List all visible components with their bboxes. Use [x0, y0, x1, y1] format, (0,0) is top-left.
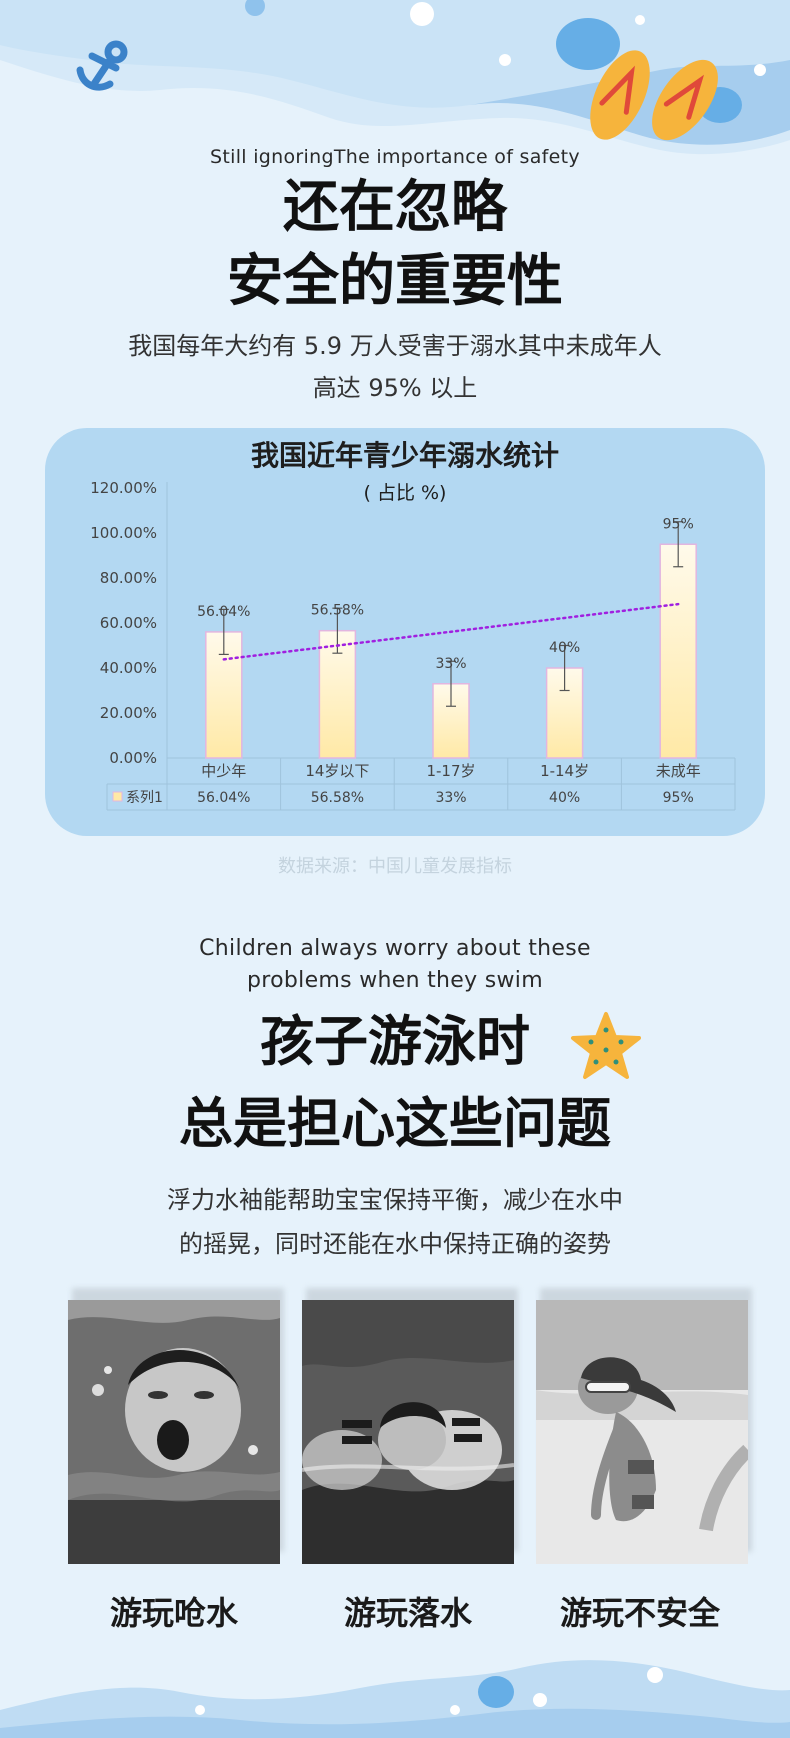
photo-card-unsafe [536, 1288, 752, 1564]
photo-label-choking: 游玩呛水 [109, 1594, 238, 1632]
data-source: 数据来源：中国儿童发展指标 [278, 856, 512, 877]
trendline [222, 602, 680, 661]
chart-title: 我国近年青少年溺水统计 [250, 439, 559, 472]
x-tick-label: 14岁以下 [305, 762, 369, 780]
section2-english-line2: problems when they swim [247, 968, 543, 993]
y-tick-label: 100.00% [90, 524, 157, 542]
bar-未成年 [659, 543, 697, 759]
section2-desc-line1: 浮力水袖能帮助宝宝保持平衡，减少在水中 [167, 1186, 623, 1214]
table-cell: 95% [663, 790, 694, 806]
falling-in-water-photo [302, 1300, 514, 1564]
photo-card-falling [302, 1288, 518, 1564]
starfish-icon [571, 1012, 641, 1079]
section2-title-line2: 总是担心这些问题 [179, 1092, 611, 1155]
data-label: 33% [435, 656, 466, 672]
choking-child-photo [68, 1300, 280, 1564]
photo-label-falling: 游玩落水 [343, 1594, 472, 1632]
y-tick-label: 60.00% [100, 614, 157, 632]
y-tick-label: 20.00% [100, 704, 157, 722]
chart-card: 我国近年青少年溺水统计 ( 占比 %) 0.00% 20.00% 40.00% 60.… [45, 428, 765, 836]
y-tick-label: 40.00% [100, 659, 157, 677]
data-label: 56.04% [197, 604, 250, 620]
english-subtitle: Still ignoringThe importance of safety [210, 146, 580, 168]
section2-english-line1: Children always worry about these [199, 936, 591, 961]
y-tick-label: 0.00% [109, 749, 157, 767]
y-tick-label: 80.00% [100, 569, 157, 587]
flip-flops-icon [590, 50, 718, 141]
legend-series-name: 系列1 [126, 790, 163, 806]
page-title-line2: 安全的重要性 [227, 249, 563, 314]
photo-card-choking [68, 1288, 284, 1564]
x-tick-label: 中少年 [201, 762, 246, 780]
drowning-bar-chart: 0.00% 20.00% 40.00% 60.00% 80.00% 100.00% 120.… [90, 479, 736, 811]
section2-desc-line2: 的摇晃，同时还能在水中保持正确的姿势 [179, 1230, 611, 1258]
x-tick-label: 1-14岁 [540, 762, 589, 780]
bottom-wave-decoration [0, 1660, 790, 1738]
y-tick-label: 120.00% [90, 479, 157, 497]
x-tick-label: 1-17岁 [426, 762, 475, 780]
section2-title-line1: 孩子游泳时 [260, 1010, 530, 1073]
x-tick-label: 未成年 [656, 762, 701, 780]
anchor-icon [76, 40, 128, 91]
legend-swatch [112, 791, 123, 802]
table-cell: 56.04% [197, 790, 250, 806]
unsafe-play-photo [536, 1300, 748, 1564]
page-title-line1: 还在忽略 [283, 175, 507, 240]
table-cell: 33% [435, 790, 466, 806]
table-cell: 56.58% [311, 790, 364, 806]
chart-subtitle: ( 占比 %) [363, 482, 447, 504]
data-label: 40% [549, 640, 580, 656]
table-cell: 40% [549, 790, 580, 806]
data-label: 56.58% [311, 603, 364, 619]
intro-text-line1: 我国每年大约有 5.9 万人受害于溺水其中未成年人 [128, 332, 662, 360]
photo-label-unsafe: 游玩不安全 [559, 1594, 720, 1632]
data-label: 95% [663, 516, 694, 532]
intro-text-line2: 高达 95% 以上 [312, 374, 478, 402]
